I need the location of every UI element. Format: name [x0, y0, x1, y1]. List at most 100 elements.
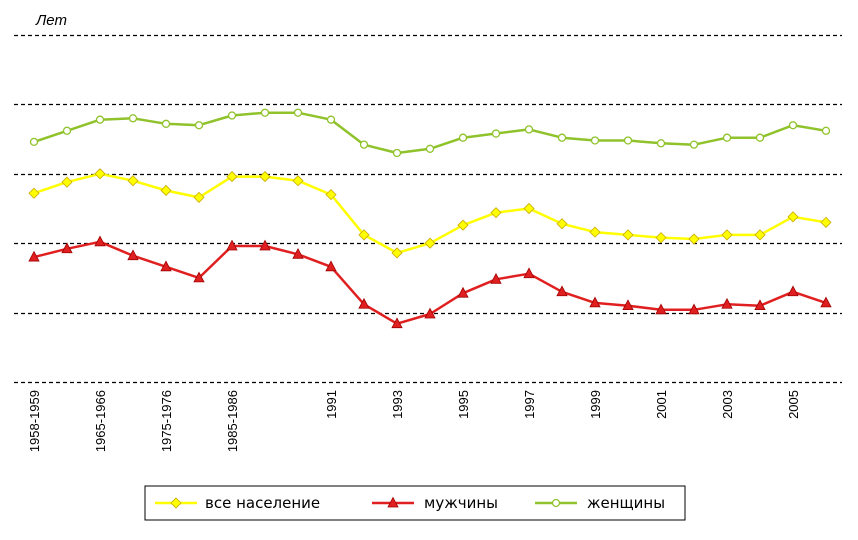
- data-point: [820, 216, 832, 228]
- data-point: [293, 108, 303, 117]
- data-point: [689, 140, 699, 149]
- data-point: [392, 148, 402, 158]
- data-point: [787, 285, 799, 297]
- legend-box: [144, 485, 686, 521]
- data-point: [656, 139, 666, 148]
- data-point: [590, 136, 600, 145]
- x-tick-label: 1997: [522, 390, 537, 419]
- data-point: [160, 260, 172, 272]
- x-axis-ticks: 1958-1959 1965-1966 1975-1976 1985-1986 1991…: [27, 390, 801, 452]
- data-point: [326, 115, 336, 124]
- data-point: [490, 207, 502, 219]
- data-point: [259, 239, 271, 251]
- data-point: [292, 175, 304, 187]
- data-point: [161, 119, 171, 128]
- data-point: [458, 133, 468, 142]
- data-point: [754, 229, 766, 241]
- data-point: [722, 133, 732, 142]
- data-point: [688, 233, 700, 245]
- data-point: [425, 144, 435, 153]
- data-point: [788, 121, 798, 130]
- data-point: [193, 191, 205, 203]
- data-point: [589, 296, 601, 308]
- data-point: [95, 115, 105, 124]
- x-tick-label: 2001: [654, 390, 669, 419]
- data-point: [755, 133, 765, 142]
- data-point: [28, 250, 40, 262]
- data-point: [623, 136, 633, 145]
- grid-lines: [14, 34, 842, 384]
- x-tick-label: 1995: [456, 390, 471, 419]
- data-point: [655, 303, 667, 315]
- data-point: [359, 140, 369, 149]
- data-point: [491, 129, 501, 138]
- y-axis-label: Лет: [35, 12, 67, 29]
- x-tick-label: 1975-1976: [159, 390, 174, 452]
- data-point: [61, 242, 73, 254]
- data-point: [160, 184, 172, 197]
- data-point: [391, 317, 403, 329]
- x-tick-label: 2005: [786, 390, 801, 419]
- data-point: [557, 133, 567, 142]
- data-point: [94, 235, 106, 247]
- x-tick-label: 1965-1966: [93, 390, 108, 452]
- data-point: [523, 202, 535, 215]
- data-point: [424, 307, 436, 319]
- data-point: [457, 219, 469, 231]
- data-point: [260, 108, 270, 117]
- data-point: [94, 168, 106, 180]
- data-point: [194, 121, 204, 130]
- data-point: [325, 189, 337, 201]
- data-point: [457, 286, 469, 298]
- data-point: [391, 247, 403, 259]
- x-tick-label: 1993: [390, 390, 405, 419]
- x-tick-label: 2003: [720, 390, 735, 419]
- data-point: [226, 171, 238, 183]
- data-point: [787, 211, 799, 223]
- legend-label: женщины: [587, 494, 665, 512]
- data-point: [28, 187, 40, 199]
- series-layer: [28, 108, 832, 329]
- data-point: [62, 126, 72, 135]
- legend-label: все население: [205, 494, 320, 512]
- data-point: [524, 125, 534, 134]
- data-point: [556, 218, 568, 230]
- data-point: [424, 237, 436, 249]
- x-tick-label: 1958-1959: [27, 390, 42, 452]
- data-point: [721, 229, 733, 241]
- data-point: [127, 175, 139, 187]
- legend-swatch-marker: [551, 498, 561, 508]
- data-point: [358, 229, 370, 241]
- data-point: [622, 299, 634, 311]
- data-point: [721, 297, 733, 309]
- data-point: [325, 260, 337, 272]
- legend-label: мужчины: [424, 494, 498, 512]
- data-point: [490, 272, 502, 284]
- data-point: [259, 171, 271, 183]
- data-point: [556, 285, 568, 297]
- data-point: [622, 229, 634, 241]
- legend-swatch-marker: [170, 497, 182, 509]
- data-point: [127, 249, 139, 261]
- data-point: [292, 247, 304, 259]
- data-point: [655, 232, 667, 244]
- data-point: [128, 114, 138, 123]
- data-point: [61, 176, 73, 188]
- legend: все население мужчины женщины: [144, 485, 686, 521]
- legend-swatch-marker: [387, 496, 399, 508]
- data-point: [29, 137, 39, 147]
- data-point: [523, 267, 535, 279]
- data-point: [226, 239, 238, 251]
- data-point: [820, 296, 832, 308]
- x-tick-label: 1991: [324, 390, 339, 419]
- data-point: [193, 271, 205, 283]
- x-tick-label: 1985-1986: [225, 390, 240, 452]
- data-point: [821, 126, 831, 135]
- data-point: [589, 226, 601, 238]
- data-point: [358, 297, 370, 309]
- data-point: [754, 299, 766, 311]
- x-tick-label: 1999: [588, 390, 603, 419]
- data-point: [227, 111, 237, 120]
- data-point: [688, 303, 700, 315]
